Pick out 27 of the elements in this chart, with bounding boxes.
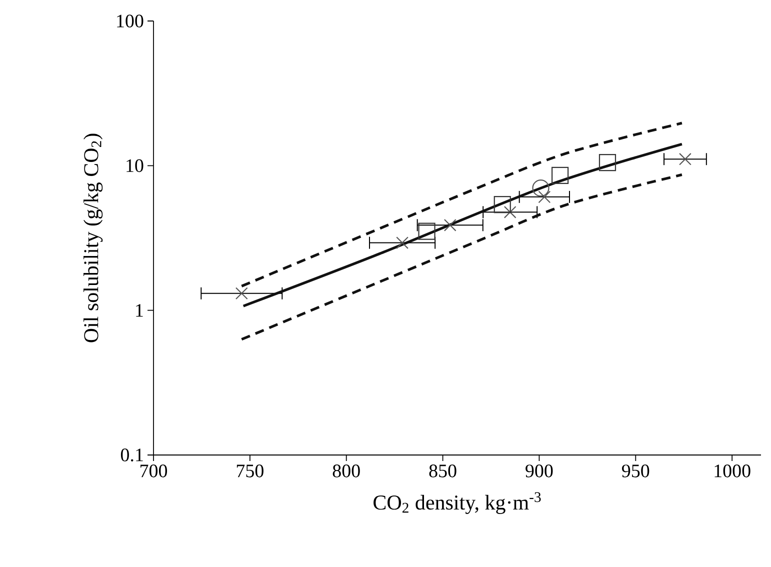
y-tick-label: 100 (117, 14, 144, 28)
point (494, 196, 511, 214)
line-series (242, 142, 684, 308)
point (679, 152, 692, 166)
x-tick-label: 900 (526, 464, 553, 478)
point (396, 236, 408, 249)
line-series (240, 122, 684, 288)
point (538, 190, 551, 204)
y-axis-title: Oil solubility (g/kg CO$_{2}$) (84, 134, 103, 342)
point (532, 180, 550, 197)
x-tick-label: 850 (429, 464, 456, 478)
point (418, 222, 436, 240)
point (598, 154, 616, 172)
x-tick-label: 700 (140, 464, 168, 478)
x-tick-label: 750 (236, 464, 264, 478)
point (551, 166, 569, 184)
y-tick-label: 1 (136, 304, 143, 317)
y-tick-label: 0.1 (120, 448, 143, 462)
x-tick-label: 1000 (714, 464, 750, 478)
line-series (240, 173, 684, 341)
x-tick-label: 950 (622, 464, 650, 478)
x-tick-label: 800 (332, 464, 360, 478)
point (235, 287, 248, 300)
point (444, 218, 456, 232)
y-tick-label: 10 (126, 159, 144, 172)
point (504, 206, 516, 218)
x-axis-title: CO$_{2}$ density, kg·m$^{-3}$ (374, 492, 541, 514)
